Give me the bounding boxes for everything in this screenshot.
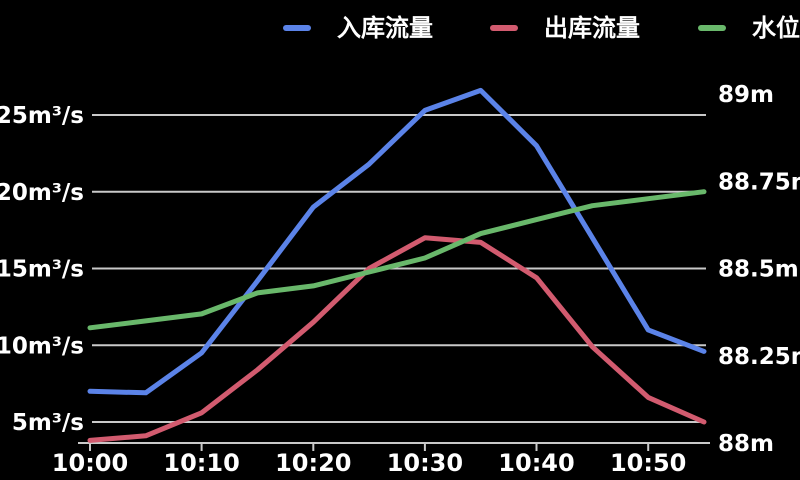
x-axis-tick-label: 10:40 bbox=[498, 449, 574, 477]
y-axis-tick-label-left: 15m³/s bbox=[0, 257, 84, 283]
y-axis-tick-label-right: 88.75m bbox=[718, 169, 800, 195]
legend-item-inflow[interactable]: 入库流量 bbox=[283, 14, 433, 42]
x-axis-tick-label: 10:30 bbox=[387, 449, 463, 477]
x-axis-tick-label: 10:10 bbox=[163, 449, 239, 477]
legend-swatch-outflow bbox=[490, 25, 518, 31]
legend-label-inflow: 入库流量 bbox=[337, 14, 433, 42]
legend-label-outflow: 出库流量 bbox=[544, 14, 640, 42]
series-line-outflow bbox=[87, 235, 707, 443]
y-axis-tick-label-left: 20m³/s bbox=[0, 180, 84, 206]
x-axis-tick-label: 10:20 bbox=[275, 449, 351, 477]
y-axis-tick-label-right: 89m bbox=[718, 82, 774, 108]
legend-item-outflow[interactable]: 出库流量 bbox=[490, 14, 640, 42]
y-axis-tick-label-right: 88m bbox=[718, 431, 774, 457]
series-line-inflow bbox=[87, 87, 707, 396]
legend-item-water-level[interactable]: 水位 bbox=[698, 14, 800, 42]
legend-swatch-inflow bbox=[283, 25, 311, 31]
legend-swatch-water-level bbox=[698, 25, 726, 31]
y-axis-tick-label-left: 5m³/s bbox=[12, 410, 84, 436]
series-line-water-level bbox=[87, 189, 707, 331]
x-axis-tick-label: 10:00 bbox=[52, 449, 128, 477]
x-axis-tick-label: 10:50 bbox=[610, 449, 686, 477]
y-axis-tick-label-left: 25m³/s bbox=[0, 103, 84, 129]
y-axis-tick-label-right: 88.25m bbox=[718, 344, 800, 370]
legend-label-water-level: 水位 bbox=[752, 14, 800, 42]
y-axis-tick-label-left: 10m³/s bbox=[0, 333, 84, 359]
y-axis-tick-label-right: 88.5m bbox=[718, 257, 799, 283]
